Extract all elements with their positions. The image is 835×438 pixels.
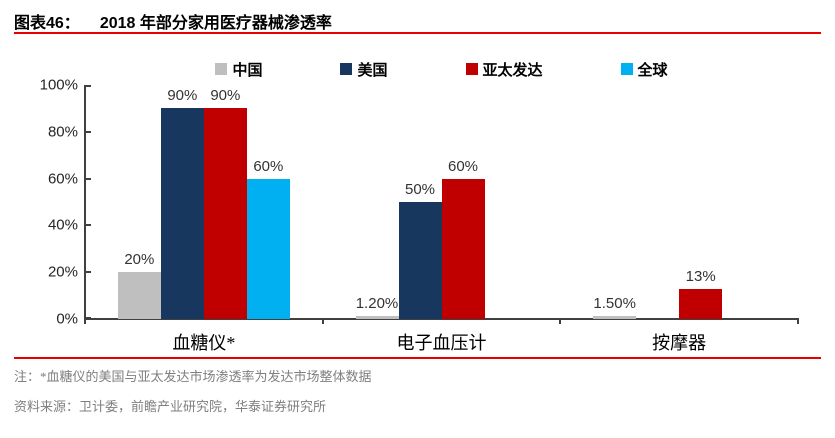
y-axis-tick [86,224,91,227]
bar-中国-1 [117,272,161,319]
legend-label: 亚太发达 [482,62,543,79]
y-axis-tick-label: 0% [56,310,78,328]
legend-label: 中国 [232,62,263,79]
bar-value-label: 1.20% [355,295,399,313]
plot-area: 20% 90% 90% 60% 1.20% 50% 60% 1.50% 13% [84,85,799,324]
y-axis-tick-label: 60% [47,170,78,188]
legend-swatch-icon [340,63,353,75]
chart-note: 注：*血糖仪的美国与亚太发达市场渗透率为发达市场整体数据 [14,369,372,384]
y-axis-tick [86,271,91,274]
x-axis-tick [797,319,799,324]
bar-value-label: 90% [210,87,241,105]
bar-中国-2 [355,316,399,319]
category-label: 血糖仪* [172,333,236,353]
y-axis-tick-label: 100% [39,76,78,94]
y-axis-tick-label: 20% [47,263,78,281]
y-axis-tick [86,85,91,87]
y-axis-tick-label: 40% [47,216,78,234]
bar-value-label: 60% [253,157,284,175]
y-axis-tick [86,317,91,319]
chart-title: 2018 年部分家用医疗器械渗透率 [99,15,332,32]
bar-value-label: 20% [124,251,155,269]
bar-亚太发达-3 [679,288,723,319]
top-accent-rule [14,32,821,34]
bar-全球-1 [246,178,290,319]
x-axis-tick [559,319,562,324]
legend-item-4: 全球 [620,59,668,80]
legend-swatch-icon [620,63,633,75]
legend-item-2: 美国 [340,59,388,80]
y-axis-tick [86,177,91,180]
bar-value-label: 1.50% [593,294,636,312]
x-axis-tick [84,319,86,324]
bar-亚太发达-1 [203,108,247,319]
category-label: 按摩器 [652,333,707,353]
figure-label: 图表46： [14,15,80,32]
legend-swatch-icon [465,63,478,75]
y-axis-tick [86,130,91,133]
bar-value-label: 13% [685,267,716,285]
legend: 中国 美国 亚太发达 全球 [85,58,798,80]
legend-item-3: 亚太发达 [465,59,543,80]
chart-header: 图表46： 2018 年部分家用医疗器械渗透率 [14,9,821,33]
y-axis-tick-label: 80% [47,123,78,141]
bottom-accent-rule [14,357,821,359]
legend-item-1: 中国 [215,59,262,80]
legend-label: 全球 [637,62,668,79]
x-axis-line [84,318,799,320]
bar-美国-2 [398,202,442,319]
category-label: 电子血压计 [396,333,487,353]
bar-value-label: 60% [447,157,479,175]
legend-label: 美国 [357,62,388,79]
bar-中国-3 [593,315,637,319]
bar-value-label: 50% [404,181,436,198]
chart-source: 资料来源：卫计委，前瞻产业研究院，华泰证券研究所 [14,399,327,414]
x-axis-tick [321,319,324,324]
bar-美国-1 [160,108,204,319]
bar-亚太发达-2 [441,178,485,319]
y-axis-line [84,85,86,319]
legend-swatch-icon [215,63,228,75]
bar-value-label: 90% [167,87,198,105]
